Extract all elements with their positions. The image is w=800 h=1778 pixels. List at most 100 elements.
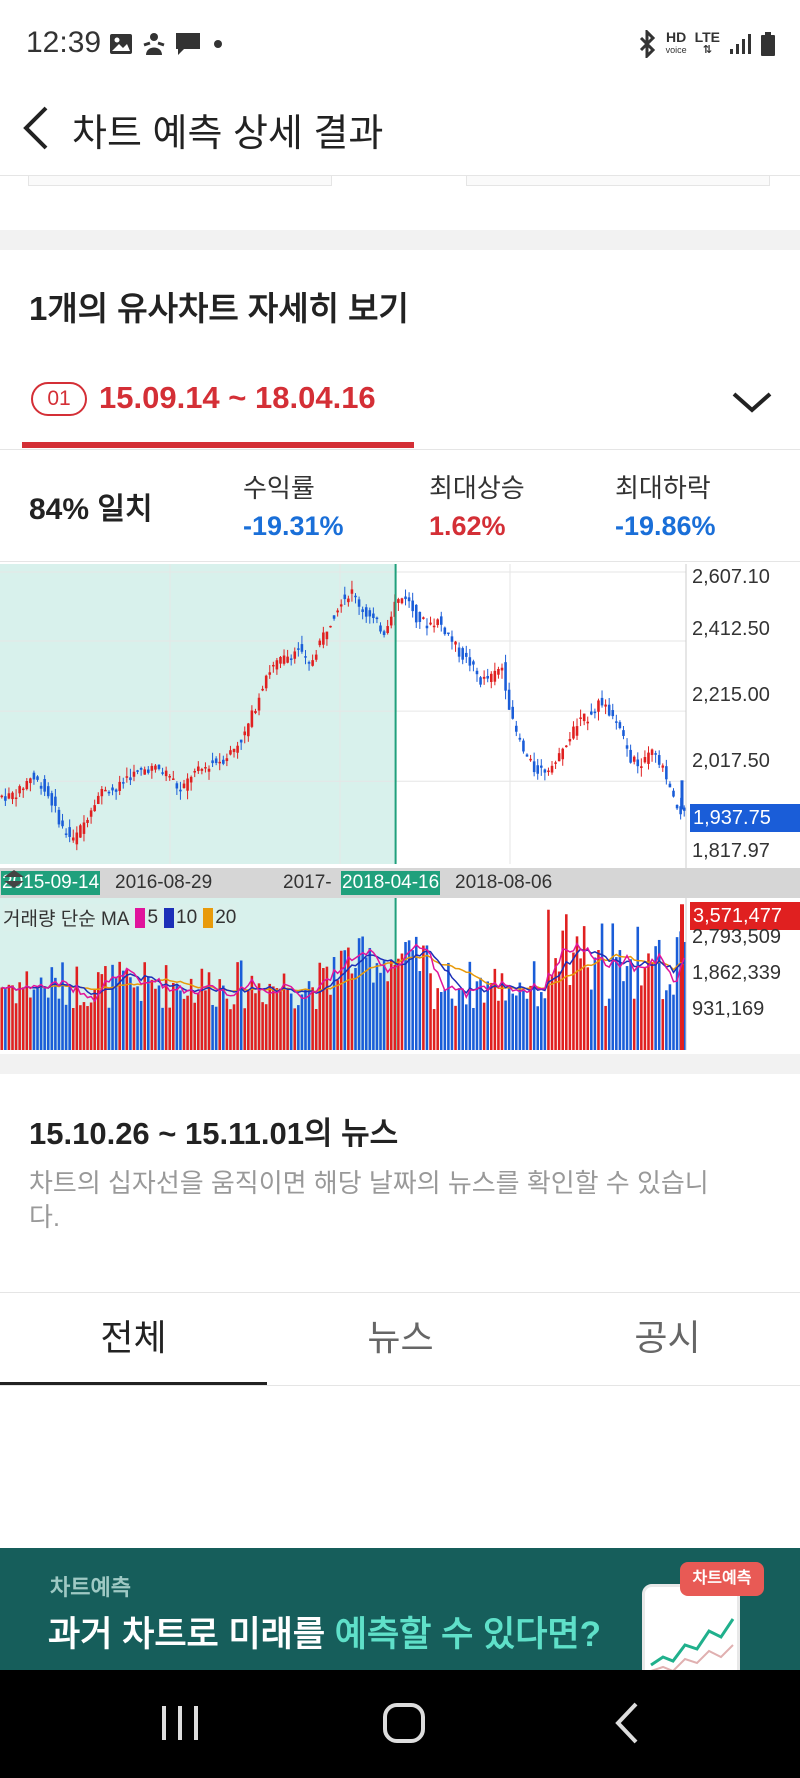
candle-body	[268, 672, 272, 675]
volume-bar	[482, 1002, 486, 1050]
candle-body	[264, 675, 268, 689]
match-stats: 84% 일치 수익률 -19.31% 최대상승 1.62% 최대하락 -19.8…	[0, 452, 800, 562]
previous-cards-remnant	[0, 176, 800, 230]
tab-all[interactable]: 전체	[0, 1293, 267, 1385]
candle-body	[607, 704, 611, 716]
volume-legend: 거래량 단순 MA 5 10 20	[3, 904, 237, 931]
candle-body	[247, 723, 250, 737]
volume-bar	[193, 1002, 197, 1050]
back-button[interactable]	[16, 96, 70, 162]
volume-bar	[86, 1006, 89, 1050]
candle-body	[593, 711, 597, 714]
match-region-price	[0, 564, 396, 864]
promo-banner[interactable]: 차트예측 과거 차트로 미래를 예측할 수 있다면? 차트예측	[0, 1548, 800, 1670]
candle-body	[568, 738, 572, 742]
ma5-swatch	[135, 907, 146, 928]
ma5-line	[1, 942, 685, 1003]
volume-bar	[207, 972, 211, 1050]
candle-body	[422, 617, 425, 619]
candle-body	[436, 619, 439, 625]
candle-body	[339, 604, 343, 607]
volume-bar	[222, 985, 225, 1050]
candle-body	[543, 769, 547, 773]
volume-bar	[536, 1006, 540, 1050]
tab-disclosure[interactable]: 공시	[634, 1317, 701, 1358]
recent-apps-button[interactable]	[140, 1694, 220, 1754]
volume-bar	[622, 981, 625, 1050]
candle-body	[582, 713, 586, 722]
candle-body	[304, 656, 307, 658]
volume-bar	[100, 974, 104, 1050]
candle-body	[175, 783, 179, 789]
volume-bar	[186, 995, 189, 1050]
volume-bar	[518, 982, 522, 1050]
volume-bar	[293, 1008, 297, 1050]
volume-bar	[139, 1000, 143, 1050]
volume-bar	[443, 989, 447, 1050]
phone-illustration	[642, 1584, 740, 1670]
voice-label: voice	[665, 45, 687, 55]
volume-bar	[96, 972, 100, 1050]
home-button[interactable]	[364, 1694, 444, 1754]
volume-bar	[168, 1007, 171, 1050]
candle-body	[439, 616, 443, 625]
bluetooth-icon	[639, 30, 655, 58]
candle-body	[172, 778, 175, 780]
volume-bar	[557, 971, 561, 1050]
stat-max-fall: 최대하락 -19.86%	[615, 468, 716, 542]
candle-body	[143, 769, 146, 775]
volume-bar	[407, 940, 411, 1050]
similar-chart[interactable]: 2,607.10 2,412.50 2,215.00 2,017.50 1,93…	[0, 564, 800, 1052]
chevron-down-icon[interactable]	[728, 384, 776, 420]
candle-body	[414, 604, 418, 623]
candle-body	[347, 598, 350, 603]
nav-back-button[interactable]	[588, 1694, 668, 1754]
candle-body	[50, 793, 54, 806]
volume-bar	[32, 989, 36, 1050]
candle-body	[121, 782, 125, 784]
candle-body	[575, 726, 579, 736]
candle-body	[447, 632, 450, 635]
volume-bar	[243, 1008, 247, 1050]
candle-body	[214, 758, 218, 764]
candle-body	[272, 664, 275, 667]
candle-body	[407, 597, 411, 602]
candle-body	[314, 654, 318, 660]
volume-bar	[475, 981, 479, 1050]
date-label-2: 2016-08-29	[115, 872, 213, 893]
candle-body	[225, 758, 229, 762]
period-tab[interactable]: 01 15.09.14 ~ 18.04.16	[22, 370, 414, 448]
system-icons: HD voice LTE ⇅	[636, 30, 776, 58]
candle-body	[622, 730, 625, 736]
chart-canvas[interactable]	[0, 564, 800, 1052]
candle-body	[100, 789, 104, 797]
volume-bar	[275, 988, 279, 1050]
volume-bar	[182, 998, 186, 1050]
candle-body	[164, 770, 168, 777]
volume-bar	[175, 985, 179, 1050]
date-label-3: 2017-	[283, 872, 332, 893]
candle-body	[625, 745, 629, 749]
volume-bar	[468, 961, 472, 1050]
notification-icons	[108, 30, 226, 58]
volume-bar	[254, 993, 257, 1050]
volume-bar	[493, 968, 497, 1050]
volume-bar	[132, 987, 136, 1050]
volume-bar	[657, 939, 661, 1050]
volume-bar	[425, 945, 429, 1050]
expand-collapse-icon[interactable]	[0, 868, 28, 890]
candle-body	[640, 766, 643, 768]
section-title: 1개의 유사차트 자세히 보기	[29, 290, 409, 327]
tab-news[interactable]: 뉴스	[367, 1317, 434, 1358]
volume-bar	[14, 1003, 18, 1050]
volume-bar	[300, 994, 304, 1050]
candle-body	[375, 617, 379, 620]
volume-tick-2: 1,862,339	[692, 962, 781, 984]
volume-bar	[532, 961, 536, 1050]
volume-tick-3: 931,169	[692, 998, 765, 1020]
battery-icon	[761, 32, 775, 56]
volume-bar	[29, 997, 32, 1050]
news-description: 차트의 십자선을 움직이면 해당 날짜의 뉴스를 확인할 수 있습니다.	[29, 1168, 709, 1232]
candle-body	[429, 622, 432, 625]
candle-body	[586, 721, 590, 724]
